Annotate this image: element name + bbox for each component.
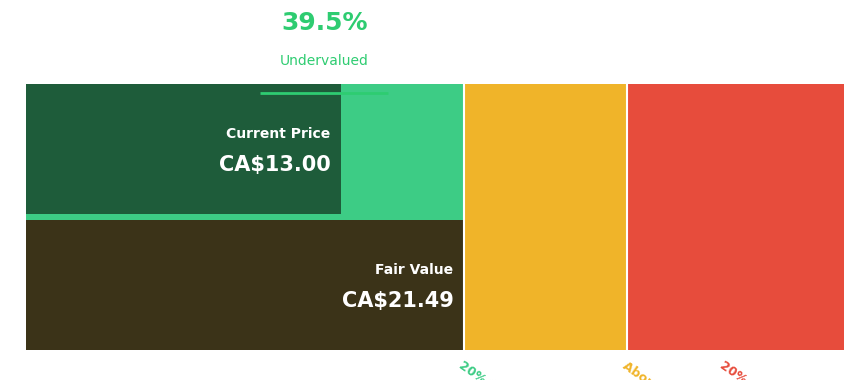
Bar <box>26 220 463 350</box>
Text: 20% Undervalued: 20% Undervalued <box>456 359 564 380</box>
Text: Current Price: Current Price <box>226 127 331 141</box>
Text: 39.5%: 39.5% <box>280 11 367 35</box>
Bar <box>627 84 843 350</box>
Text: About Right: About Right <box>619 359 695 380</box>
Text: CA$21.49: CA$21.49 <box>341 291 453 310</box>
Text: CA$13.00: CA$13.00 <box>219 155 331 174</box>
Bar <box>26 84 463 350</box>
Text: Fair Value: Fair Value <box>375 263 453 277</box>
Text: 20% Overvalued: 20% Overvalued <box>717 359 818 380</box>
Bar <box>463 84 627 350</box>
Bar <box>26 84 341 214</box>
Text: Undervalued: Undervalued <box>279 54 368 68</box>
